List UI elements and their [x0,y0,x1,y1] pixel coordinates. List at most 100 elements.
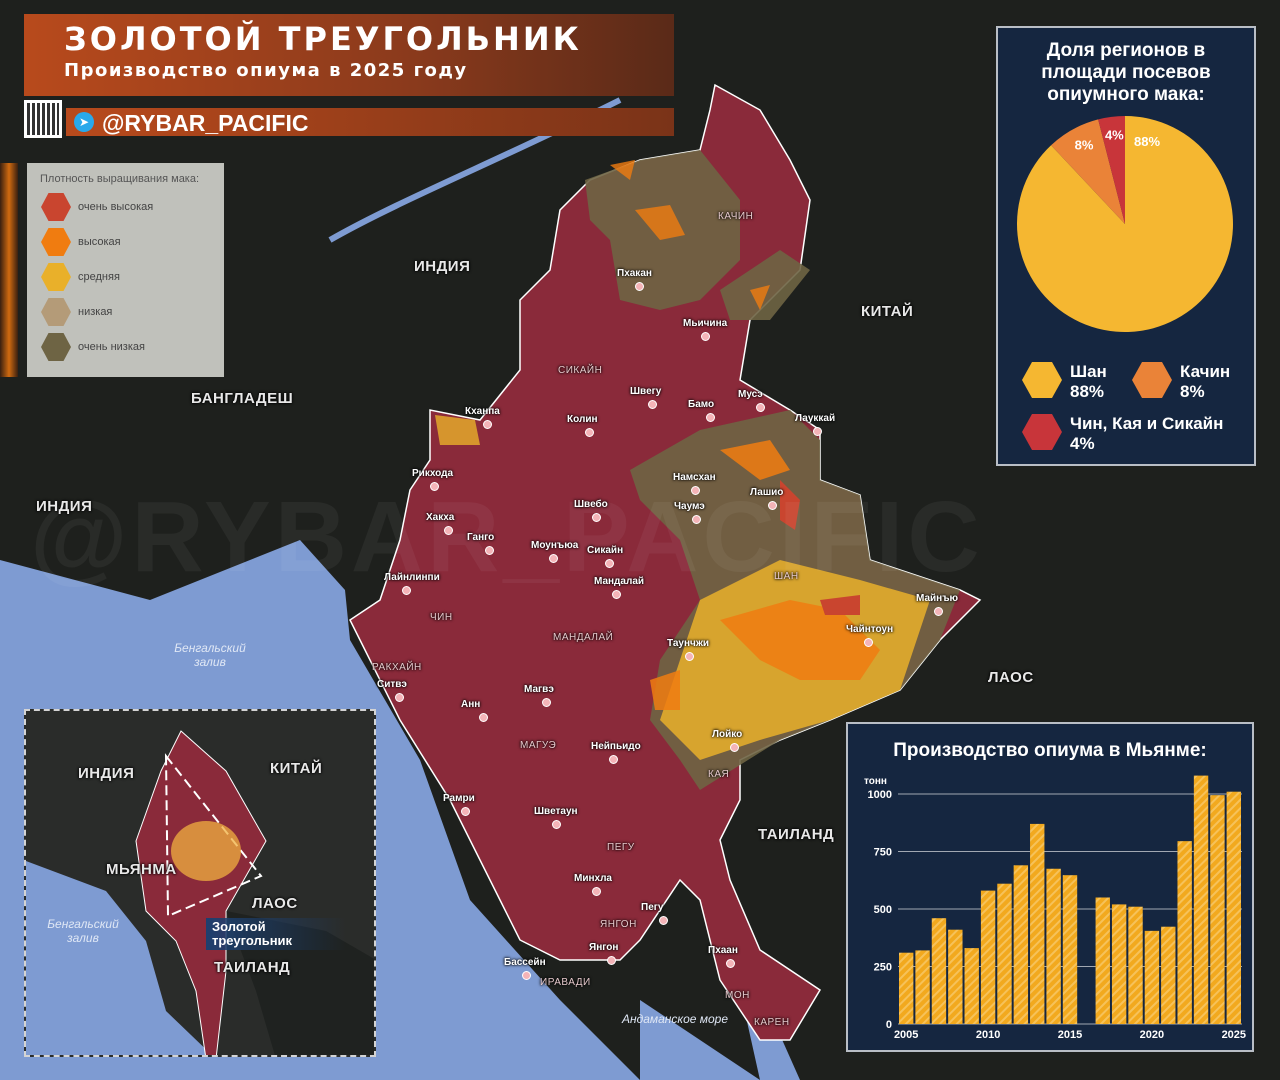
city-marker-icon [701,332,710,341]
bar-2021 [1161,926,1176,1024]
bar-2012 [1013,865,1029,1024]
pie-slice-1 [1051,119,1125,224]
region-label: ПЕГУ [607,842,635,853]
region-label: ШАН [774,571,799,582]
hex-swatch [1022,414,1062,450]
channel-bar: ➤ @RYBAR_PACIFIC [66,108,674,136]
bar-2013 [1030,823,1045,1024]
page-subtitle: Производство опиума в 2025 году [64,60,468,81]
countrie-label: ЛАОС [988,669,1034,686]
citie-label: Лайнлинпи [384,572,440,583]
y-tick-label: 1000 [868,789,892,801]
x-tick-label: 2025 [1222,1029,1246,1041]
city-marker-icon [768,501,777,510]
citie-label: Магвэ [524,684,554,695]
citie-label: Мандалай [594,576,645,587]
city-marker-icon [402,586,411,595]
legend-label: очень высокая [78,201,154,213]
city-marker-icon [726,959,735,968]
citie-label: Пегу [641,902,664,913]
y-tick-label: 250 [874,962,892,974]
city-marker-icon [395,693,404,702]
locator-inset: ИНДИЯ КИТАЙ МЬЯНМА ЛАОС ТАИЛАНД Бенгальс… [24,709,376,1057]
city-marker-icon [479,713,488,722]
city-marker-icon [542,698,551,707]
legend-item: очень низкая [41,333,145,361]
pie-legend-shan: Шан 88% [1022,362,1107,402]
citie-label: Нейпьидо [591,741,641,752]
region-label: КАЧИН [718,211,754,222]
city-marker-icon [430,482,439,491]
city-marker-icon [648,400,657,409]
hex-swatch [41,193,71,221]
bar-2025 [1226,791,1241,1024]
sea-label: Бенгальский залив [174,641,246,669]
citie-label: Лауккай [795,413,836,424]
channel-handle[interactable]: @RYBAR_PACIFIC [102,110,309,136]
shan-very-high-density [780,480,860,615]
citie-label: Швебо [574,499,608,510]
bar-2022 [1177,841,1192,1024]
bar-chart: 0 250 500 750 1000 2005 2010 2015 2020 2025 [868,775,1246,1041]
city-marker-icon [609,755,618,764]
inset-label: ЛАОС [252,895,298,912]
city-marker-icon [691,486,700,495]
bar-2008 [948,929,963,1024]
city-marker-icon [706,413,715,422]
city-marker-icon [549,554,558,563]
x-tick-label: 2015 [1058,1029,1082,1041]
legend-accent-strip [0,163,18,377]
pie-legend-kachin: Качин 8% [1132,362,1230,402]
hex-swatch [41,298,71,326]
header-banner: ЗОЛОТОЙ ТРЕУГОЛЬНИК Производство опиума … [24,14,674,96]
citie-label: Мьичина [683,318,728,329]
y-axis-unit: тонн [864,776,887,787]
y-tick-label: 0 [886,1019,892,1031]
citie-label: Сикайн [587,545,624,556]
citie-label: Швегу [630,386,662,397]
hex-swatch [41,333,71,361]
city-marker-icon [605,559,614,568]
legend-item: очень высокая [41,193,153,221]
city-marker-icon [692,515,701,524]
countrie-label: КИТАЙ [861,303,914,320]
chin-poppy-area [435,415,480,445]
x-tick-label: 2010 [976,1029,1000,1041]
city-marker-icon [685,652,694,661]
region-label: СИКАЙН [558,365,603,376]
bar-2019 [1128,906,1143,1024]
legend-item: средняя [41,263,120,291]
citie-label: Пхакан [617,268,652,279]
inset-label: Бенгальский залив [47,917,119,945]
city-marker-icon [756,403,765,412]
citie-label: Чаумэ [674,501,705,512]
city-marker-icon [730,743,739,752]
bar-2024 [1210,795,1225,1024]
citie-label: Лашио [750,487,784,498]
bar-2023 [1193,775,1209,1024]
kachin-high-density [610,160,770,310]
hex-swatch [41,263,71,291]
bar-2017 [1095,897,1110,1024]
citie-label: Колин [567,414,598,425]
inset-map [26,730,374,1055]
citie-label: Рамри [443,793,475,804]
shan-high-density [650,440,880,710]
citie-label: Лойко [712,729,743,740]
region-label: МАГУЭ [520,740,557,751]
city-marker-icon [813,427,822,436]
page-title: ЗОЛОТОЙ ТРЕУГОЛЬНИК [64,20,582,58]
city-marker-icon [607,956,616,965]
legend-label: низкая [78,306,113,318]
citie-label: Рикхода [412,468,454,479]
citie-label: Анн [461,699,481,710]
hex-swatch [41,228,71,256]
city-marker-icon [612,590,621,599]
pie-slice-2 [1098,116,1125,224]
y-tick-label: 750 [874,847,892,859]
citie-label: Ситвэ [377,679,407,690]
qr-code[interactable] [24,100,62,138]
bar-2015 [1062,875,1078,1024]
legend-title: Плотность выращивания мака: [40,173,200,185]
countrie-label: БАНГЛАДЕШ [191,390,294,407]
